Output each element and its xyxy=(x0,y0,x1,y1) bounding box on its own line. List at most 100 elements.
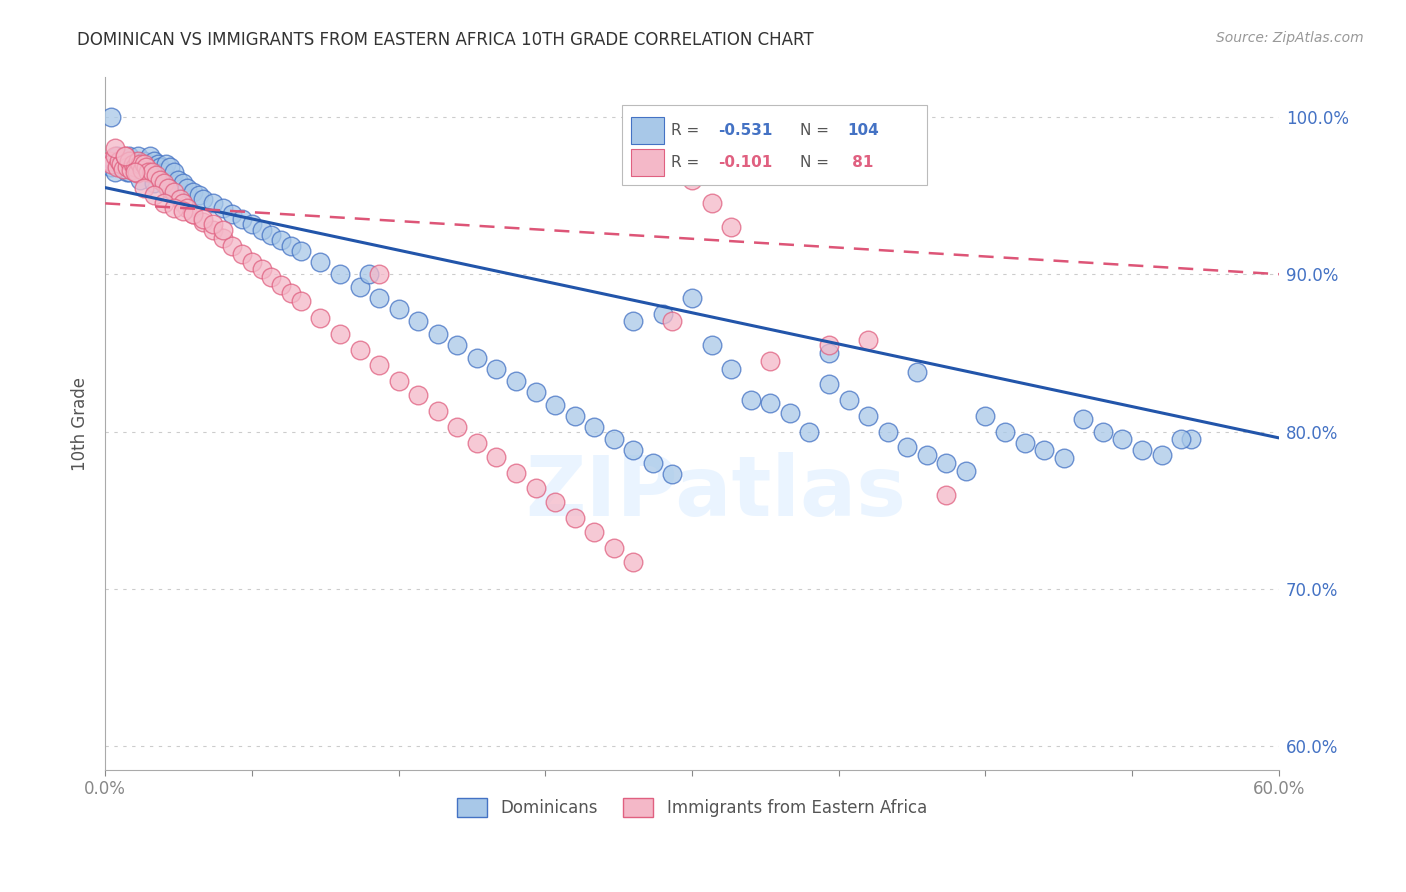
Point xyxy=(100,110,122,124)
Point xyxy=(114,157,136,171)
Point xyxy=(201,217,224,231)
Point xyxy=(135,160,157,174)
Point xyxy=(172,176,194,190)
Point xyxy=(115,160,138,174)
Point xyxy=(661,149,683,163)
Point xyxy=(505,466,527,480)
Point xyxy=(603,541,626,555)
Point xyxy=(740,393,762,408)
Point xyxy=(118,153,141,168)
Point xyxy=(166,173,188,187)
Point xyxy=(426,404,449,418)
Point xyxy=(856,333,879,347)
Point xyxy=(799,425,821,439)
Legend: Dominicans, Immigrants from Eastern Africa: Dominicans, Immigrants from Eastern Afri… xyxy=(451,791,934,824)
Point xyxy=(700,338,723,352)
Point xyxy=(280,286,302,301)
Point xyxy=(368,267,391,281)
Point xyxy=(290,293,312,308)
Point xyxy=(131,160,153,174)
Point xyxy=(221,239,243,253)
Point xyxy=(129,173,152,187)
Point xyxy=(994,425,1017,439)
Point xyxy=(143,188,166,202)
Point xyxy=(149,160,172,174)
Point xyxy=(114,149,136,163)
Point xyxy=(136,163,159,178)
Point xyxy=(583,525,606,540)
Point xyxy=(818,338,841,352)
Point xyxy=(564,409,586,423)
Point xyxy=(111,161,134,176)
Point xyxy=(188,188,211,202)
Point xyxy=(260,270,283,285)
Point xyxy=(349,343,371,357)
Point xyxy=(172,204,194,219)
Text: N =: N = xyxy=(800,123,834,138)
Point xyxy=(135,157,157,171)
Point xyxy=(108,157,131,171)
Point xyxy=(485,450,508,464)
Text: -0.101: -0.101 xyxy=(718,155,772,170)
Point xyxy=(134,157,156,171)
Point xyxy=(661,467,683,481)
Point xyxy=(524,481,547,495)
Point xyxy=(651,307,673,321)
Text: DOMINICAN VS IMMIGRANTS FROM EASTERN AFRICA 10TH GRADE CORRELATION CHART: DOMINICAN VS IMMIGRANTS FROM EASTERN AFR… xyxy=(77,31,814,49)
Point xyxy=(270,278,292,293)
Point xyxy=(603,433,626,447)
Point xyxy=(118,149,141,163)
Point xyxy=(169,192,191,206)
Point xyxy=(544,398,567,412)
Point xyxy=(270,233,292,247)
Point xyxy=(145,168,167,182)
Point xyxy=(406,388,429,402)
Point xyxy=(104,141,127,155)
Point xyxy=(1053,451,1076,466)
Point xyxy=(260,227,283,242)
Point xyxy=(105,160,128,174)
Point xyxy=(896,440,918,454)
Point xyxy=(163,165,186,179)
Point xyxy=(191,212,214,227)
Point xyxy=(368,359,391,373)
Text: 104: 104 xyxy=(846,123,879,138)
Point xyxy=(143,153,166,168)
Point xyxy=(231,212,253,227)
Point xyxy=(621,443,644,458)
Point xyxy=(838,393,860,408)
Point xyxy=(127,149,149,163)
Point xyxy=(105,149,128,163)
Point xyxy=(149,173,172,187)
Point xyxy=(309,254,332,268)
Point xyxy=(1014,435,1036,450)
Point xyxy=(720,361,742,376)
Point xyxy=(127,153,149,168)
Point xyxy=(915,448,938,462)
Point xyxy=(134,153,156,168)
Point xyxy=(124,157,146,171)
Point xyxy=(159,160,181,174)
Point xyxy=(681,173,703,187)
Point xyxy=(465,351,488,365)
Point xyxy=(114,149,136,163)
Point xyxy=(211,231,233,245)
Point xyxy=(935,487,957,501)
Point xyxy=(118,165,141,179)
Point xyxy=(129,157,152,171)
Point xyxy=(309,311,332,326)
Point xyxy=(101,153,124,168)
Point xyxy=(125,166,148,180)
Point xyxy=(211,201,233,215)
Point xyxy=(564,511,586,525)
Point xyxy=(1130,443,1153,458)
Point xyxy=(818,377,841,392)
Point xyxy=(145,165,167,179)
Point xyxy=(280,239,302,253)
Point xyxy=(641,126,664,140)
Point xyxy=(153,196,176,211)
Point xyxy=(524,385,547,400)
Point xyxy=(426,326,449,341)
Point xyxy=(155,157,177,171)
Point xyxy=(856,409,879,423)
